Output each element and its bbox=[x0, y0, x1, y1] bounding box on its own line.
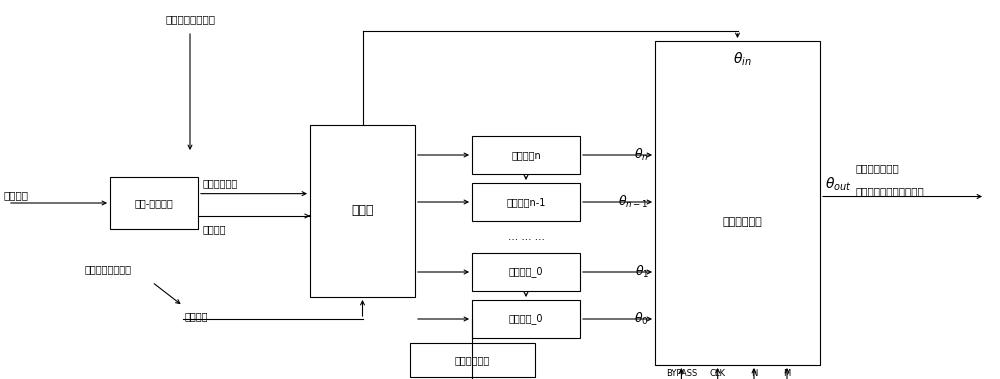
Text: $\theta_{in}$: $\theta_{in}$ bbox=[733, 50, 752, 68]
Text: 缓存数据_0: 缓存数据_0 bbox=[509, 313, 543, 324]
Text: 符合高刷新率的数字信号: 符合高刷新率的数字信号 bbox=[855, 186, 924, 197]
Text: 模拟-数字转换: 模拟-数字转换 bbox=[135, 198, 173, 208]
Text: 高频数字时钟信号: 高频数字时钟信号 bbox=[85, 264, 132, 274]
Text: $\theta_n$: $\theta_n$ bbox=[634, 147, 649, 163]
Bar bbox=[110, 177, 198, 229]
Text: N: N bbox=[751, 368, 757, 377]
Text: $\theta_1$: $\theta_1$ bbox=[635, 264, 649, 280]
Text: 缓存数据n-1: 缓存数据n-1 bbox=[506, 197, 546, 207]
Bar bbox=[410, 343, 535, 377]
Text: 缓存数据_0: 缓存数据_0 bbox=[509, 266, 543, 277]
Text: 插值后数据输出: 插值后数据输出 bbox=[855, 163, 899, 174]
Text: 低速率的采样输出: 低速率的采样输出 bbox=[165, 14, 215, 24]
Text: 插值计算单元: 插值计算单元 bbox=[723, 218, 762, 227]
Text: $\theta_0$: $\theta_0$ bbox=[634, 311, 649, 327]
Text: BYPASS: BYPASS bbox=[666, 368, 697, 377]
Text: 系统时钟: 系统时钟 bbox=[185, 311, 208, 321]
Text: 同步器: 同步器 bbox=[351, 205, 374, 218]
Text: 模拟信号: 模拟信号 bbox=[4, 190, 29, 200]
Text: $\theta_{out}$: $\theta_{out}$ bbox=[825, 176, 852, 193]
Text: M: M bbox=[783, 368, 791, 377]
Bar bbox=[472, 136, 580, 174]
Text: ... ... ...: ... ... ... bbox=[508, 232, 544, 242]
Text: $\theta_{n-1}$: $\theta_{n-1}$ bbox=[618, 194, 649, 210]
Bar bbox=[472, 253, 580, 291]
Bar bbox=[655, 41, 820, 365]
Text: CLK: CLK bbox=[710, 368, 726, 377]
Text: 刷新脉冲: 刷新脉冲 bbox=[203, 224, 226, 234]
Bar bbox=[472, 183, 580, 221]
Bar bbox=[472, 300, 580, 338]
Text: 缓存数据n: 缓存数据n bbox=[511, 150, 541, 160]
Text: 采样数字输出: 采样数字输出 bbox=[203, 179, 238, 189]
Text: 波特率发生器: 波特率发生器 bbox=[455, 355, 490, 365]
Bar bbox=[310, 125, 415, 297]
